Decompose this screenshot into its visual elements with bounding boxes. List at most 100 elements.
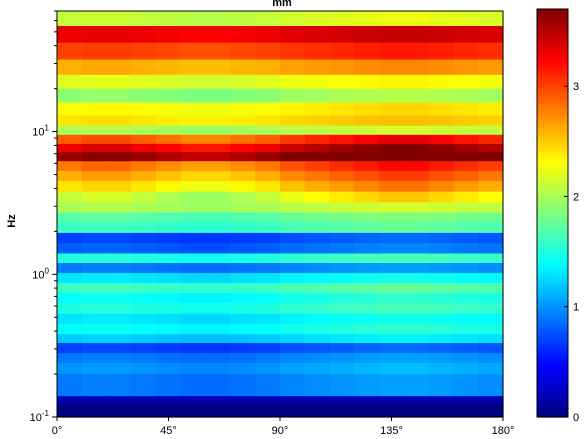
heatmap-cell [230,334,255,343]
heatmap-cell [354,171,379,182]
heatmap-cell [453,161,478,171]
heatmap-cell [280,43,305,60]
heatmap-cell [453,89,478,103]
heatmap-cell [379,396,404,404]
heatmap-cell [57,396,82,404]
heatmap-cell [57,43,82,60]
colorbar-segment [537,407,568,411]
heatmap-cell [305,135,330,145]
heatmap-cell [453,374,478,385]
heatmap-cell [82,126,107,136]
heatmap-cell [156,324,181,335]
heatmap-cell [478,293,503,304]
heatmap-cell [206,181,231,192]
heatmap-cell [305,152,330,162]
heatmap-cell [478,115,503,126]
heatmap-cell [305,243,330,254]
heatmap-cell [305,11,330,27]
heatmap-cell [82,353,107,363]
heatmap-cell [230,144,255,153]
heatmap-cell [429,374,454,385]
heatmap-cell [230,192,255,203]
heatmap-cell [206,161,231,171]
heatmap-cell [230,213,255,224]
heatmap-cell [354,374,379,385]
heatmap-cell [330,26,355,43]
x-tick-label: 0° [52,425,63,437]
heatmap-cell [404,11,429,27]
heatmap-cell [57,126,82,136]
heatmap-cell [255,303,280,314]
heatmap-cell [379,253,404,263]
heatmap-cell [330,384,355,397]
x-tick-label: 45° [160,425,177,437]
heatmap-cell [453,171,478,182]
heatmap-cell [379,334,404,343]
heatmap-cell [330,273,355,283]
heatmap-cell [230,126,255,136]
heatmap-cell [453,75,478,89]
heatmap-cell [206,75,231,89]
heatmap-cell [255,11,280,27]
heatmap-cell [107,293,132,304]
heatmap-cell [478,403,503,417]
heatmap-cell [354,202,379,213]
heatmap-cell [280,115,305,126]
heatmap-cell [107,403,132,417]
heatmap-cell [206,374,231,385]
heatmap-cell [429,102,454,115]
heatmap-cell [305,60,330,76]
colorbar-segment [537,16,568,20]
heatmap-cell [404,102,429,115]
heatmap-cell [429,144,454,153]
heatmap-cell [379,314,404,325]
heatmap-cell [107,202,132,213]
heatmap-cell [181,161,206,171]
heatmap-cell [404,273,429,283]
heatmap-cell [354,253,379,263]
heatmap-cell [255,115,280,126]
heatmap-cell [379,243,404,254]
heatmap-cell [255,181,280,192]
heatmap-cell [280,343,305,354]
heatmap-cell [429,314,454,325]
heatmap-cell [156,161,181,171]
colorbar-tick-label: 3 [573,81,579,93]
heatmap-cell [156,152,181,162]
heatmap-cell [131,161,156,171]
heatmap-cell [330,293,355,304]
heatmap-cell [156,223,181,234]
heatmap-cell [131,396,156,404]
heatmap-cell [379,343,404,354]
heatmap-cell [379,115,404,126]
heatmap-cell [57,223,82,234]
heatmap-cell [181,253,206,263]
heatmap-cell [305,144,330,153]
heatmap-cell [181,75,206,89]
heatmap-cell [206,263,231,274]
heatmap-cells [57,11,504,418]
heatmap-cell [280,126,305,136]
heatmap-cell [181,324,206,335]
heatmap-cell [181,181,206,192]
heatmap-cell [280,263,305,274]
colorbar-segment [537,233,568,237]
heatmap-cell [330,115,355,126]
heatmap-cell [379,11,404,27]
heatmap-cell [230,161,255,171]
heatmap-cell [57,102,82,115]
heatmap-cell [156,384,181,397]
heatmap-cell [429,403,454,417]
heatmap-cell [453,396,478,404]
heatmap-cell [305,314,330,325]
heatmap-cell [478,144,503,153]
heatmap-cell [255,374,280,385]
heatmap-cell [429,75,454,89]
heatmap-cell [453,26,478,43]
heatmap-cell [330,202,355,213]
heatmap-cell [280,11,305,27]
heatmap-cell [305,343,330,354]
heatmap-cell [206,171,231,182]
heatmap-cell [280,403,305,417]
heatmap-cell [206,102,231,115]
